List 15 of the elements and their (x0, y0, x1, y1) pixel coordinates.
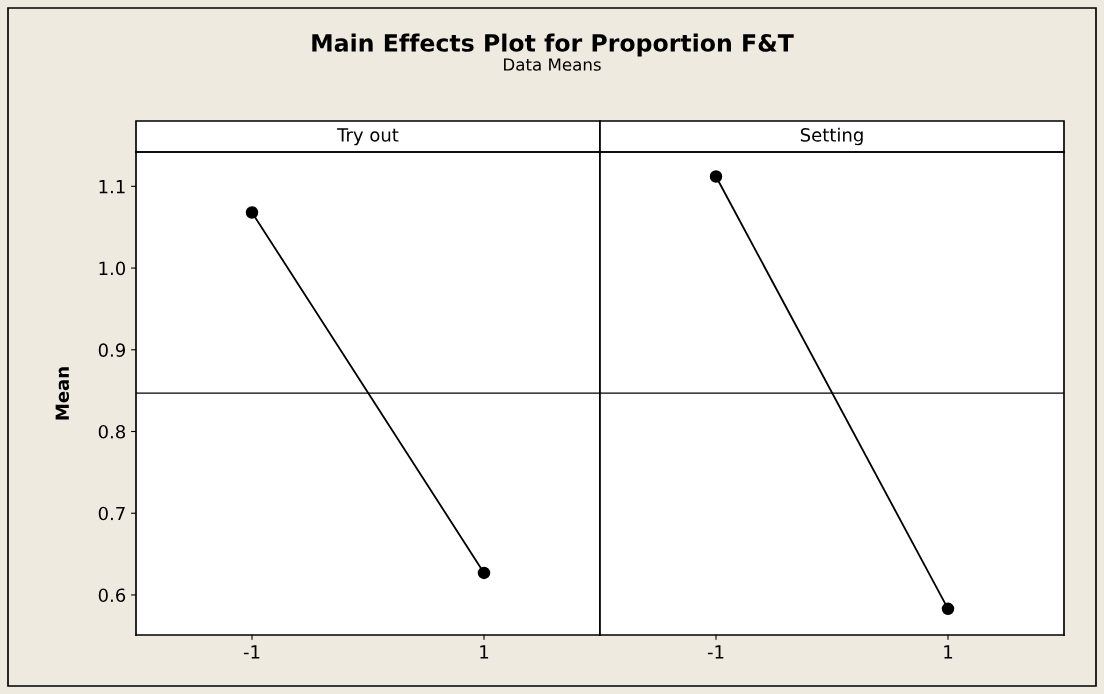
y-tick-label: 1.0 (99, 261, 126, 276)
y-tick-label: 1.1 (99, 180, 125, 194)
y-axis-title: Mean (55, 367, 70, 420)
y-tick-label: 0.8 (98, 424, 126, 439)
y-tick-label: 0.6 (98, 588, 126, 603)
y-tick-label: 0.9 (98, 343, 126, 357)
x-tick-label: 1 (480, 645, 489, 659)
x-tick-label: -1 (707, 645, 724, 659)
text: Setting (800, 127, 863, 146)
chart-title: Main Effects Plot for Proportion F&T (312, 33, 794, 57)
x-tick-label: -1 (243, 645, 260, 659)
chart-subtitle: Data Means (504, 58, 601, 71)
text: Try out (337, 128, 399, 146)
x-tick-label: 1 (944, 645, 953, 659)
y-tick-label: 0.7 (98, 506, 125, 521)
